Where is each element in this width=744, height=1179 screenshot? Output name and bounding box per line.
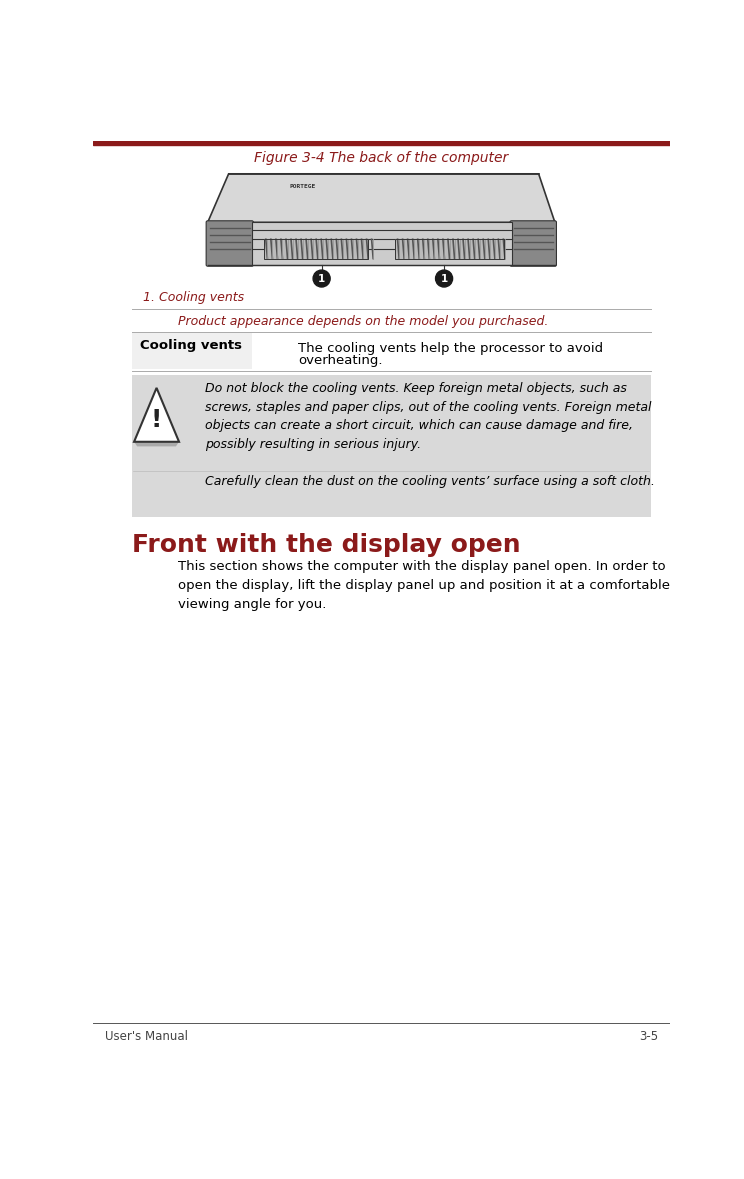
Bar (395, 239, 504, 258)
FancyBboxPatch shape (510, 220, 557, 266)
Bar (395, 239, 504, 258)
Bar (93, 141, 670, 145)
Text: Product appearance depends on the model you purchased.: Product appearance depends on the model … (179, 315, 548, 328)
Text: 3-5: 3-5 (640, 1029, 658, 1042)
Bar (252, 223, 512, 264)
Circle shape (435, 270, 452, 286)
Text: The cooling vents help the processor to avoid: The cooling vents help the processor to … (298, 342, 603, 355)
Text: 1: 1 (318, 274, 325, 283)
Text: 1. Cooling vents: 1. Cooling vents (144, 291, 245, 304)
Text: User's Manual: User's Manual (105, 1029, 187, 1042)
Bar (263, 239, 368, 258)
Text: Front with the display open: Front with the display open (132, 533, 520, 556)
Polygon shape (134, 388, 179, 442)
Bar (263, 239, 368, 258)
Polygon shape (134, 442, 179, 447)
Text: Figure 3-4 The back of the computer: Figure 3-4 The back of the computer (254, 151, 508, 165)
Bar (132, 375, 651, 518)
Circle shape (313, 270, 330, 286)
Text: overheating.: overheating. (298, 354, 383, 367)
Text: Do not block the cooling vents. Keep foreign metal objects, such as
screws, stap: Do not block the cooling vents. Keep for… (205, 382, 652, 452)
Text: !: ! (151, 408, 162, 433)
FancyBboxPatch shape (206, 220, 254, 266)
Polygon shape (208, 173, 555, 223)
Bar (132, 332, 252, 369)
Text: PORTEGE: PORTEGE (289, 184, 315, 189)
Text: Carefully clean the dust on the cooling vents’ surface using a soft cloth.: Carefully clean the dust on the cooling … (205, 475, 655, 488)
Text: 1: 1 (440, 274, 448, 283)
Text: Cooling vents: Cooling vents (140, 340, 242, 353)
Text: This section shows the computer with the display panel open. In order to
open th: This section shows the computer with the… (179, 560, 670, 611)
